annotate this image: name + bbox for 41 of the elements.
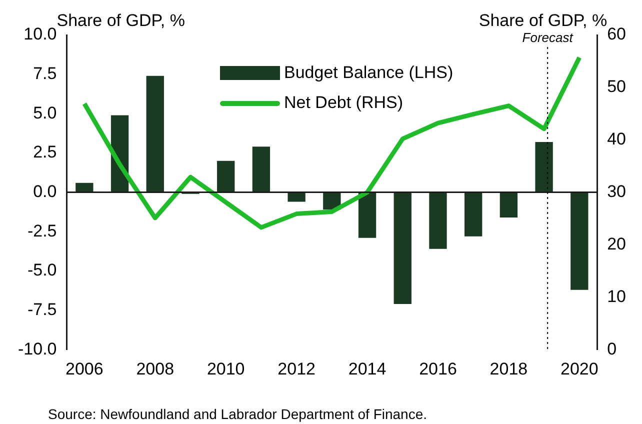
bar [535,142,553,192]
y-tick-label: -7.5 [27,300,57,319]
y-tick-label: 2.5 [33,142,57,162]
bar [464,192,482,236]
x-tick-label: 2018 [490,359,528,378]
legend-label: Budget Balance (LHS) [284,63,454,83]
ref-line-label: Forecast [522,30,574,46]
bar [217,160,235,192]
y-tick-label: 0.0 [33,182,57,201]
y2-tick-label: 0 [607,339,617,358]
y2-tick-label: 40 [607,130,626,149]
x-tick-label: 2008 [136,359,174,378]
bar [570,192,588,290]
legend-label: Net Debt (RHS) [284,93,404,113]
bar [429,192,447,249]
bar [500,192,518,218]
y-tick-label: -2.5 [27,221,57,240]
x-tick-label: 2010 [206,359,245,378]
bar [288,192,306,202]
y2-tick-label: 60 [607,24,626,44]
y2-tick-label: 30 [607,182,626,201]
bar [358,192,376,238]
x-tick-label: 2020 [560,359,598,378]
y-tick-label: -5.0 [27,260,57,280]
y2-tick-label: 50 [607,77,626,96]
y-tick-label: 5.0 [33,103,57,122]
y-axis-title: Share of GDP, % [56,11,185,30]
x-tick-label: 2006 [66,359,104,378]
x-tick-label: 2014 [348,359,386,378]
bar [394,192,412,304]
x-tick-label: 2012 [278,359,316,378]
y2-tick-label: 10 [607,286,626,306]
y2-axis-title: Share of GDP, % [478,11,608,30]
y2-tick-label: 20 [607,234,626,254]
bar [146,76,164,192]
y-tick-label: -10.0 [18,339,57,358]
x-tick-label: 2016 [419,359,457,378]
bar [252,146,270,192]
y-tick-label: 7.5 [33,64,57,84]
y-tick-label: 10.0 [24,24,57,44]
source-note: Source: Newfoundland and Labrador Department of Finance. [48,406,428,422]
